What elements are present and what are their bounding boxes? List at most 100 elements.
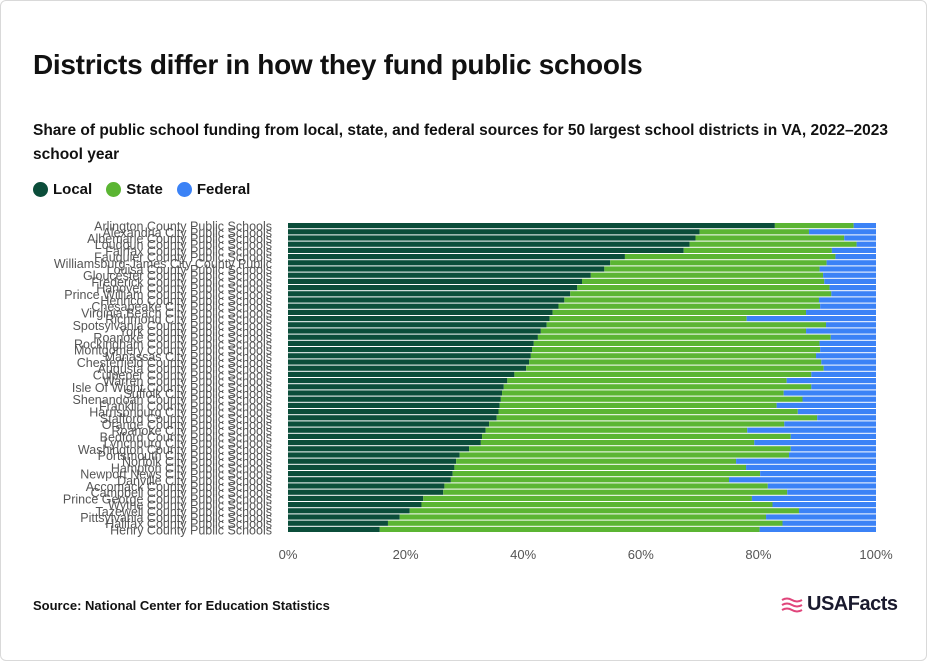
bar-segment-local (288, 514, 400, 520)
bar-segment-state (683, 247, 832, 253)
category-label: Gloucester County Public Schools (83, 269, 272, 283)
x-tick-label: 80% (745, 547, 771, 562)
bar-segment-federal (776, 402, 876, 408)
category-label: Henry County Public Schools (110, 523, 272, 537)
category-label: Augusta County Public Schools (98, 362, 272, 376)
bar-segment-state (500, 396, 803, 402)
bar-segment-local (288, 440, 481, 446)
bar-segment-federal (826, 322, 876, 328)
category-label: Frederick County Public Schools (91, 275, 272, 289)
bar-segment-federal (820, 303, 876, 309)
bar-segment-state (532, 347, 821, 353)
bar-segment-state (459, 452, 789, 458)
category-label: Accomack County Public Schools (86, 480, 272, 494)
bar-segment-state (774, 223, 854, 229)
category-label: Louisa County Public Schools (107, 263, 272, 277)
legend-swatch-state (106, 182, 122, 197)
x-tick-label: 20% (393, 547, 419, 562)
bar-segment-federal (772, 502, 876, 508)
bar-segment-federal (760, 471, 876, 477)
bar-segment-local (288, 353, 531, 359)
bar-segment-state (499, 402, 777, 408)
bar-segment-local (288, 340, 534, 346)
bar-segment-state (496, 415, 818, 421)
bar-segment-state (514, 371, 812, 377)
category-label: Stafford County Public Schools (100, 412, 272, 426)
x-tick-label: 40% (510, 547, 536, 562)
category-label: Shenandoah County Public Schools (73, 393, 272, 407)
logo-text: USAFacts (807, 593, 898, 615)
bar-segment-state (482, 433, 791, 439)
category-label: Rockingham County Public Schools (74, 337, 272, 351)
bar-segment-local (288, 477, 451, 483)
bar-segment-state (549, 316, 747, 322)
bar-segment-local (288, 316, 550, 322)
bar-segment-local (288, 458, 457, 464)
bar-segment-local (288, 254, 625, 260)
bar-segment-federal (787, 489, 876, 495)
bar-segment-federal (754, 440, 876, 446)
bar-segment-local (288, 359, 530, 365)
category-label: Campbell County Public Schools (91, 486, 272, 500)
bar-segment-state (469, 446, 791, 452)
category-label: Washington County Public Schools (78, 443, 272, 457)
bar-segment-federal (808, 229, 876, 235)
bar-segment-federal (819, 266, 876, 272)
bar-segment-federal (821, 359, 876, 365)
x-tick-label: 60% (628, 547, 654, 562)
bar-segment-local (288, 365, 527, 371)
bar-segment-federal (811, 371, 876, 377)
bar-segment-local (288, 446, 470, 452)
bar-segment-state (590, 272, 824, 278)
x-tick-label: 0% (279, 547, 298, 562)
legend-item-state: State (106, 181, 163, 198)
legend-label-local: Local (53, 181, 93, 198)
bar-segment-state (533, 340, 820, 346)
bar-segment-state (610, 260, 827, 266)
bar-segment-state (503, 384, 812, 390)
bar-segment-state (399, 514, 767, 520)
bar-segment-federal (817, 415, 876, 421)
bar-segment-federal (783, 390, 876, 396)
bar-segment-federal (790, 446, 876, 452)
usafacts-logo: USAFacts (781, 593, 898, 616)
bar-segment-local (288, 223, 775, 229)
bar-segment-federal (823, 365, 876, 371)
category-label: Franklin County Public Schools (99, 399, 272, 413)
legend-label-federal: Federal (196, 181, 251, 198)
bar-segment-state (604, 266, 820, 272)
bar-segment-local (288, 347, 533, 353)
bar-segment-state (456, 458, 737, 464)
bar-segment-local (288, 483, 445, 489)
bar-segment-federal (729, 477, 876, 483)
bar-segment-federal (816, 353, 876, 359)
category-label: Portsmouth City Public Schools (98, 449, 272, 463)
category-label: Pittsylvania County Public Schools (80, 511, 272, 525)
bar-segment-federal (766, 514, 876, 520)
category-label: Richmond City Public Schools (105, 313, 272, 327)
bar-segment-state (552, 309, 807, 315)
bar-segment-federal (736, 458, 876, 464)
legend: Local State Federal (33, 181, 264, 198)
bar-segment-state (570, 291, 832, 297)
category-label: Virginia Beach City Public Schools (81, 306, 272, 320)
bar-segment-state (454, 464, 747, 470)
bar-segment-federal (788, 452, 876, 458)
bar-segment-local (288, 247, 684, 253)
bar-segment-state (530, 353, 817, 359)
bar-segment-federal (829, 285, 876, 291)
bar-segment-federal (746, 316, 876, 322)
bar-segment-federal (806, 309, 876, 315)
chart-title: Districts differ in how they fund public… (33, 49, 643, 80)
bar-segment-federal (802, 396, 876, 402)
category-label: Montgomery County Public Schools (74, 344, 272, 358)
bar-segment-state (526, 365, 824, 371)
bar-segment-federal (767, 483, 876, 489)
bar-segment-local (288, 489, 444, 495)
bar-segment-local (288, 266, 605, 272)
bar-segment-federal (856, 241, 876, 247)
bar-segment-federal (826, 260, 876, 266)
category-label: Halifax County Public Schools (105, 517, 272, 531)
category-label: Lynchburg City Public Schools (104, 437, 272, 451)
